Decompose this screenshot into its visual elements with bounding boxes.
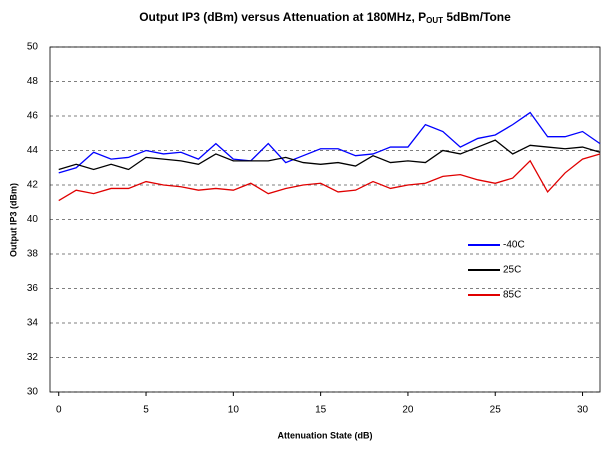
series-line — [58, 153, 601, 202]
x-tick-label: 0 — [56, 405, 62, 416]
series-line — [58, 111, 601, 174]
y-tick-label: 44 — [27, 145, 39, 156]
x-axis-label: Attenuation State (dB) — [278, 430, 373, 440]
y-tick-label: 38 — [27, 249, 39, 260]
y-tick-label: 36 — [27, 283, 39, 294]
chart-title: Output IP3 (dBm) versus Attenuation at 1… — [139, 10, 511, 25]
x-tick-label: 30 — [577, 405, 589, 416]
title-subscript: OUT — [426, 16, 443, 25]
legend-label: 25C — [503, 265, 521, 276]
plot-frame — [49, 46, 601, 393]
y-tick-label: 30 — [27, 387, 39, 398]
series-line — [58, 139, 601, 171]
y-tick-label: 48 — [27, 76, 39, 87]
x-tick-label: 15 — [315, 405, 327, 416]
y-tick-label: 46 — [27, 111, 39, 122]
legend-label: -40C — [503, 240, 525, 251]
x-tick-label: 20 — [402, 405, 414, 416]
x-tick-label: 10 — [228, 405, 240, 416]
legend-label: 85C — [503, 290, 521, 301]
title-rest: 5dBm/Tone — [443, 10, 511, 24]
y-tick-label: 40 — [27, 214, 39, 225]
y-tick-label: 32 — [27, 352, 39, 363]
y-tick-label: 50 — [27, 42, 39, 53]
y-tick-label: 42 — [27, 180, 39, 191]
x-tick-label: 5 — [143, 405, 149, 416]
y-axis-label: Output IP3 (dBm) — [8, 183, 18, 257]
x-tick-label: 25 — [490, 405, 502, 416]
y-tick-label: 34 — [27, 318, 39, 329]
title-main: Output IP3 (dBm) versus Attenuation at 1… — [139, 10, 426, 24]
